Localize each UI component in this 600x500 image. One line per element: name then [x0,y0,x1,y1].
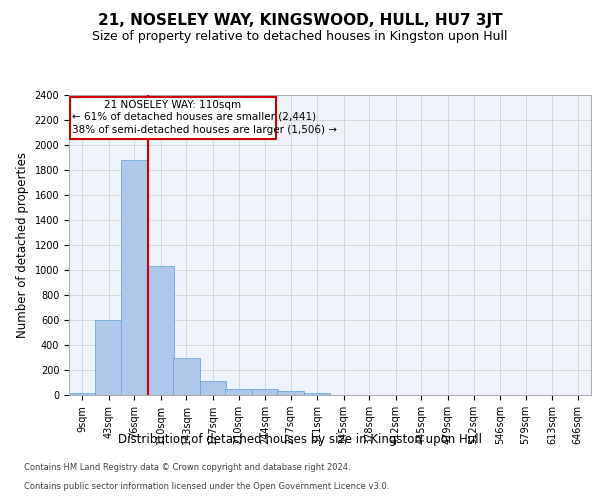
Bar [148,266,174,395]
Text: Contains HM Land Registry data © Crown copyright and database right 2024.: Contains HM Land Registry data © Crown c… [24,464,350,472]
Text: 21 NOSELEY WAY: 110sqm: 21 NOSELEY WAY: 110sqm [104,100,241,110]
Text: Size of property relative to detached houses in Kingston upon Hull: Size of property relative to detached ho… [92,30,508,43]
Bar [252,390,278,395]
Bar [200,381,226,395]
Bar [69,392,95,395]
Bar [304,392,331,395]
Bar [121,160,148,395]
Text: Distribution of detached houses by size in Kingston upon Hull: Distribution of detached houses by size … [118,432,482,446]
FancyBboxPatch shape [70,97,276,140]
Y-axis label: Number of detached properties: Number of detached properties [16,152,29,338]
Text: 38% of semi-detached houses are larger (1,506) →: 38% of semi-detached houses are larger (… [72,125,337,135]
Text: ← 61% of detached houses are smaller (2,441): ← 61% of detached houses are smaller (2,… [72,112,316,122]
Text: 21, NOSELEY WAY, KINGSWOOD, HULL, HU7 3JT: 21, NOSELEY WAY, KINGSWOOD, HULL, HU7 3J… [98,12,502,28]
Bar [226,389,252,395]
Text: Contains public sector information licensed under the Open Government Licence v3: Contains public sector information licen… [24,482,389,491]
Bar [277,391,304,395]
Bar [95,320,122,395]
Bar [173,358,200,395]
